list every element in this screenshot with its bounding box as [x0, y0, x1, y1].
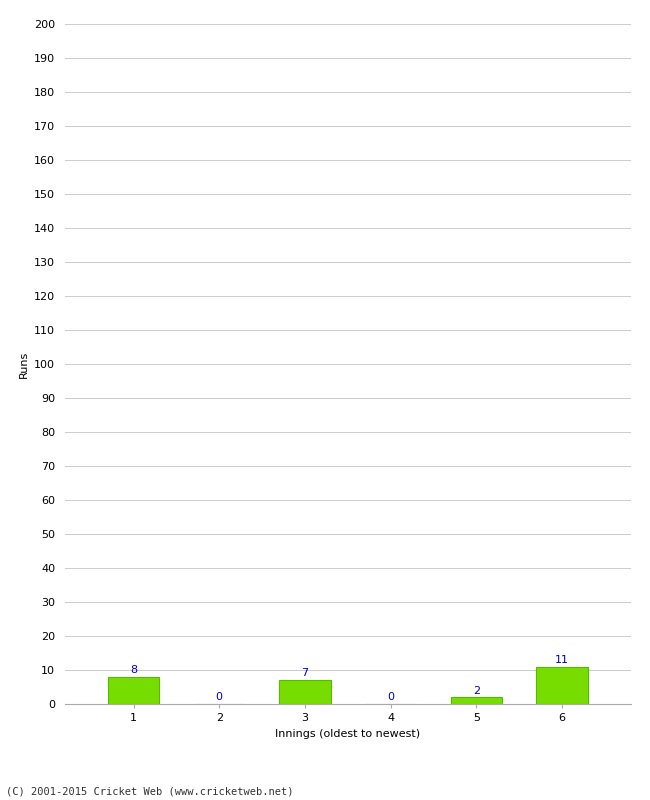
Text: 8: 8 [130, 665, 137, 675]
Bar [280, 680, 331, 704]
Bar [450, 697, 502, 704]
Text: 0: 0 [216, 692, 223, 702]
Text: 11: 11 [555, 655, 569, 665]
Y-axis label: Runs: Runs [19, 350, 29, 378]
Text: (C) 2001-2015 Cricket Web (www.cricketweb.net): (C) 2001-2015 Cricket Web (www.cricketwe… [6, 786, 294, 796]
Text: 0: 0 [387, 692, 394, 702]
Text: 2: 2 [473, 686, 480, 695]
Text: 7: 7 [302, 669, 309, 678]
Bar [108, 677, 159, 704]
X-axis label: Innings (oldest to newest): Innings (oldest to newest) [275, 729, 421, 738]
Bar [536, 666, 588, 704]
